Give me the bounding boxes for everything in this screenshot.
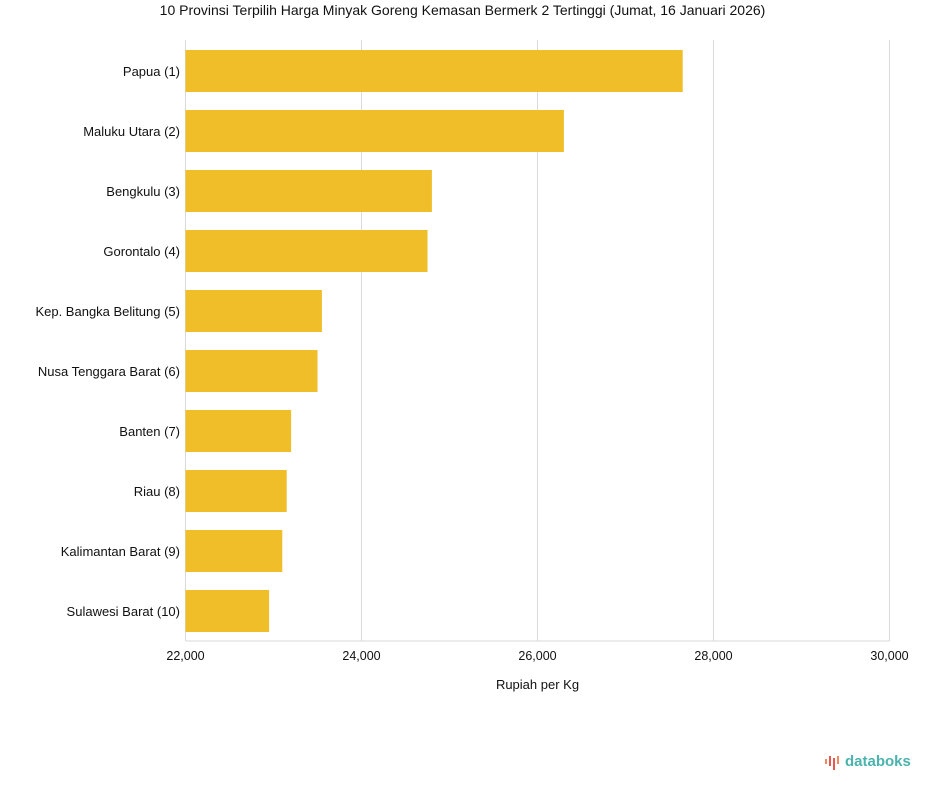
y-category-label: Riau (8) bbox=[134, 484, 180, 499]
y-category-label: Nusa Tenggara Barat (6) bbox=[38, 364, 180, 379]
databoks-logo-text: databoks bbox=[845, 753, 911, 770]
y-category-label: Kalimantan Barat (9) bbox=[61, 544, 180, 559]
bar bbox=[185, 530, 283, 572]
x-tick-label: 26,000 bbox=[518, 649, 556, 663]
bar bbox=[185, 230, 428, 272]
bar bbox=[185, 470, 287, 512]
bar bbox=[185, 350, 318, 392]
bar bbox=[185, 590, 270, 632]
databoks-logo: databoks bbox=[824, 753, 911, 770]
y-category-label: Gorontalo (4) bbox=[103, 244, 180, 259]
x-tick-label: 30,000 bbox=[870, 649, 908, 663]
bar bbox=[185, 410, 292, 452]
y-category-label: Kep. Bangka Belitung (5) bbox=[35, 304, 180, 319]
y-category-label: Banten (7) bbox=[119, 424, 180, 439]
chart-title: 10 Provinsi Terpilih Harga Minyak Goreng… bbox=[159, 2, 766, 18]
bar bbox=[185, 170, 432, 212]
y-category-label: Bengkulu (3) bbox=[106, 184, 180, 199]
x-tick-label: 22,000 bbox=[166, 649, 204, 663]
bar bbox=[185, 110, 564, 152]
x-axis-title: Rupiah per Kg bbox=[496, 677, 579, 692]
y-category-label: Papua (1) bbox=[123, 64, 180, 79]
y-category-label: Sulawesi Barat (10) bbox=[67, 604, 180, 619]
x-tick-label: 28,000 bbox=[694, 649, 732, 663]
bar bbox=[185, 290, 322, 332]
y-category-label: Maluku Utara (2) bbox=[83, 124, 180, 139]
bar bbox=[185, 50, 683, 92]
x-tick-label: 24,000 bbox=[342, 649, 380, 663]
databoks-logo-icon bbox=[825, 755, 839, 770]
